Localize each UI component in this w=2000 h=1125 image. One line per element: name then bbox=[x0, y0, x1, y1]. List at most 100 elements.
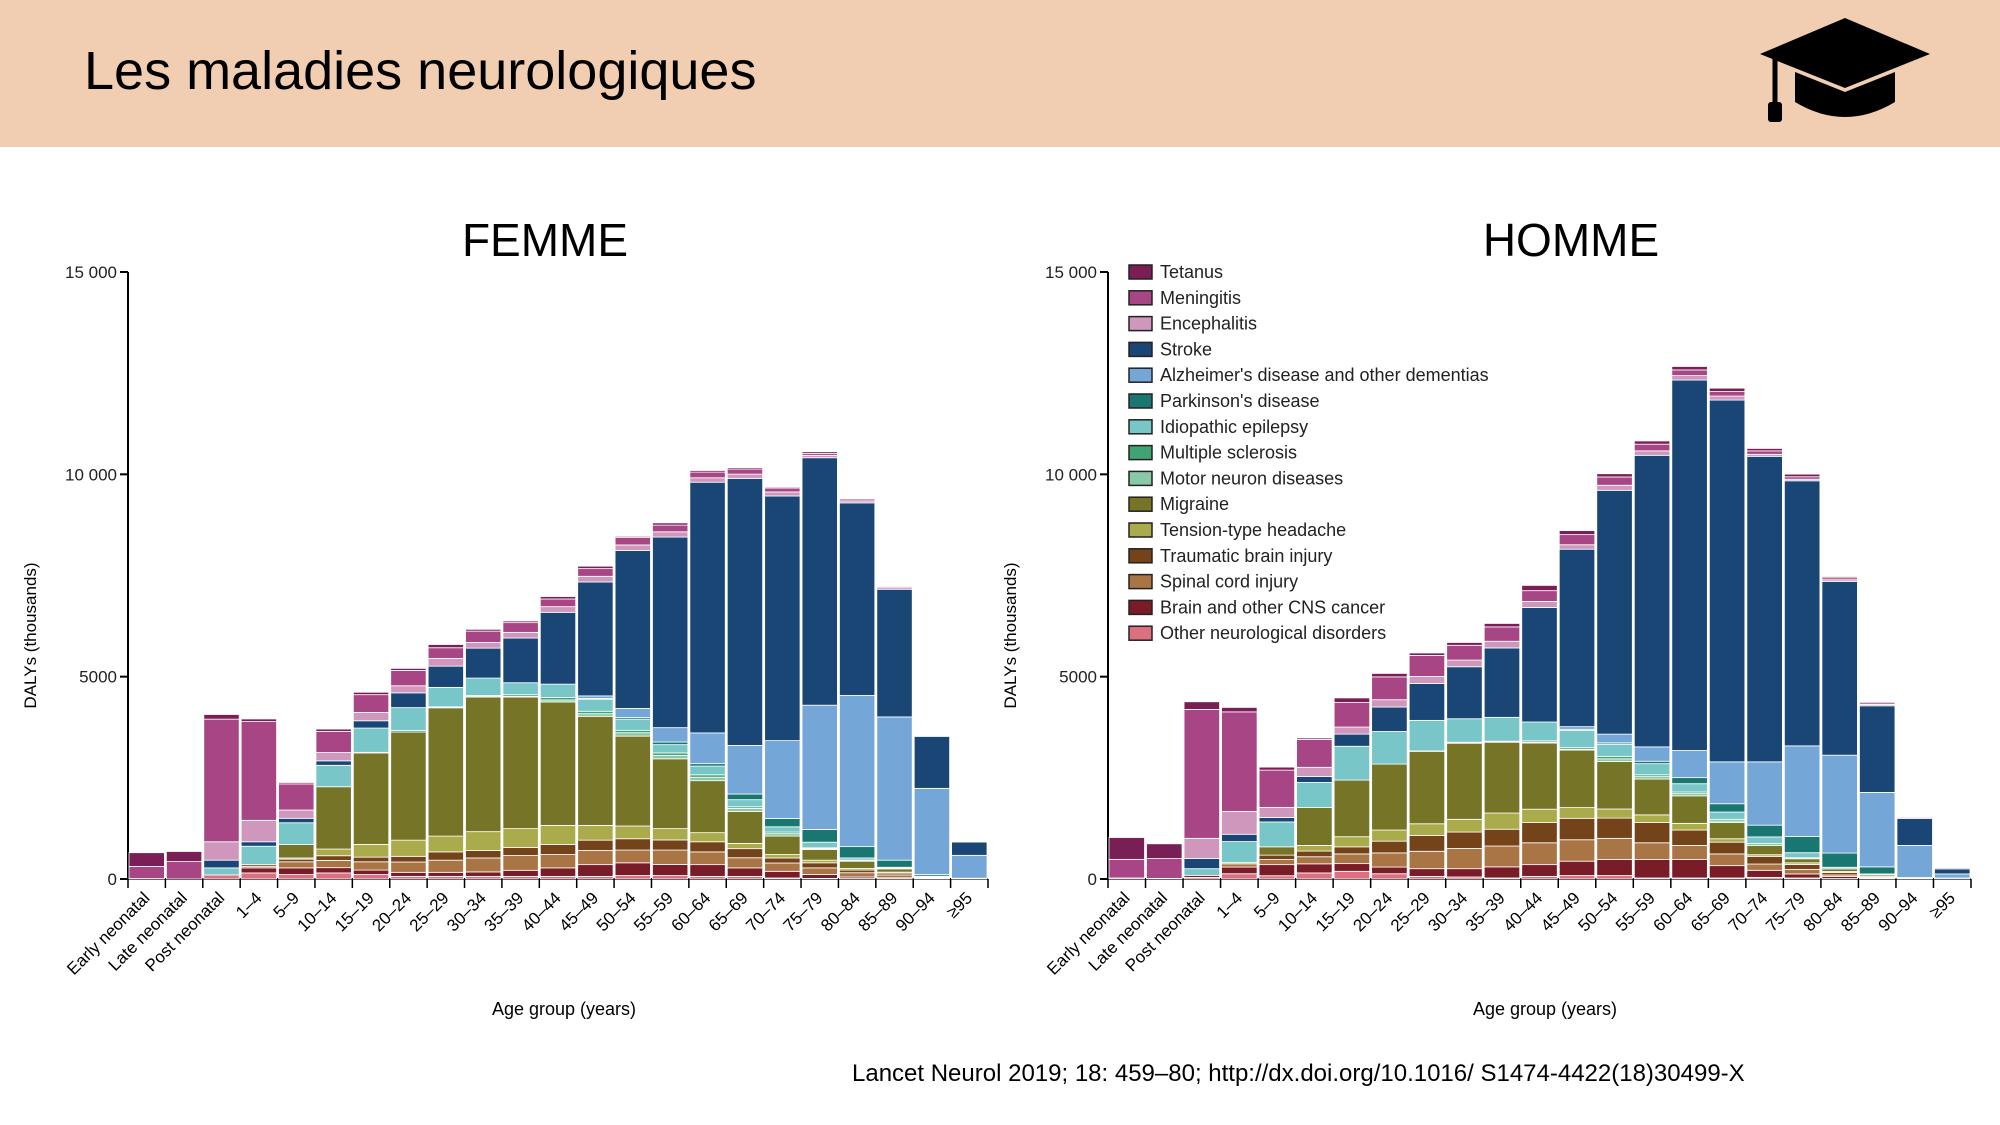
bar-segment-traumatic-brain-injury bbox=[352, 856, 390, 863]
bar-segment-encephalitis bbox=[539, 606, 577, 613]
bar-segment-brain-and-other-cns-cancer bbox=[1221, 866, 1258, 875]
x-tick-label: 25–29 bbox=[1387, 888, 1434, 935]
bar-stack bbox=[278, 782, 315, 880]
bar-segment-alzheimer-s-disease-and-other-dementias bbox=[726, 745, 764, 795]
bar-segment-migraine bbox=[839, 860, 876, 869]
bar-segment-stroke bbox=[1333, 733, 1371, 747]
bar-stack bbox=[128, 852, 165, 880]
bar-segment-tension-type-headache bbox=[1483, 812, 1521, 830]
legend-item: Encephalitis bbox=[1128, 314, 1257, 334]
x-tick-label: 75–79 bbox=[780, 888, 827, 935]
bar-segment-meningitis bbox=[539, 598, 577, 608]
bar-segment-encephalitis bbox=[1333, 726, 1371, 735]
y-axis-label: DALYs (thousands) bbox=[1001, 562, 1020, 708]
bar-segment-spinal-cord-injury bbox=[876, 874, 913, 879]
bar-segment-tension-type-headache bbox=[726, 842, 764, 850]
bar-segment-spinal-cord-injury bbox=[1596, 837, 1633, 860]
bar-segment-tetanus bbox=[1333, 697, 1371, 703]
bar-segment-migraine bbox=[1483, 741, 1521, 814]
legend-item: Traumatic brain injury bbox=[1128, 546, 1332, 566]
bar-segment-alzheimer-s-disease-and-other-dementias bbox=[1633, 746, 1671, 762]
legend-item: Tetanus bbox=[1128, 262, 1223, 282]
bar-segment-migraine bbox=[1596, 761, 1633, 810]
bar-segment-brain-and-other-cns-cancer bbox=[1671, 859, 1708, 879]
bar-segment-migraine bbox=[652, 758, 689, 830]
x-tick-label: 45–49 bbox=[1537, 888, 1584, 935]
bar-segment-stroke bbox=[577, 581, 614, 697]
bar-segment-idiopathic-epilepsy bbox=[577, 699, 614, 712]
bar-segment-encephalitis bbox=[726, 473, 764, 479]
bar-segment-meningitis bbox=[1671, 369, 1708, 376]
bar-segment-idiopathic-epilepsy bbox=[1333, 745, 1371, 781]
bar-segment-brain-and-other-cns-cancer bbox=[278, 867, 315, 875]
bar-segment-meningitis bbox=[390, 669, 427, 687]
bar-segment-brain-and-other-cns-cancer bbox=[764, 870, 801, 879]
bar-segment-brain-and-other-cns-cancer bbox=[352, 869, 390, 875]
bar-stack bbox=[913, 734, 951, 880]
bar-segment-tetanus bbox=[465, 628, 502, 632]
bar-segment-traumatic-brain-injury bbox=[577, 839, 614, 851]
bar-segment-traumatic-brain-injury bbox=[1708, 841, 1746, 855]
bar-segment-spinal-cord-injury bbox=[352, 861, 390, 871]
bar-segment-idiopathic-epilepsy bbox=[1408, 719, 1446, 752]
bar-segment-encephalitis bbox=[1296, 766, 1333, 777]
bar-stack bbox=[1558, 530, 1596, 880]
bar-segment-other-neurological-disorders bbox=[203, 874, 240, 880]
bar-segment-tetanus bbox=[1783, 473, 1821, 478]
bar-segment-idiopathic-epilepsy bbox=[1521, 721, 1558, 742]
bar-segment-traumatic-brain-injury bbox=[689, 841, 726, 853]
bar-segment-brain-and-other-cns-cancer bbox=[1408, 868, 1446, 877]
bar-segment-traumatic-brain-injury bbox=[1446, 831, 1483, 849]
bar-segment-other-neurological-disorders bbox=[1258, 875, 1296, 880]
bar-stack bbox=[577, 565, 614, 880]
bar-segment-stroke bbox=[951, 841, 988, 856]
bar-segment-stroke bbox=[315, 760, 352, 766]
bar-segment-idiopathic-epilepsy bbox=[1783, 852, 1821, 859]
bar-segment-tetanus bbox=[1446, 642, 1483, 646]
bar-segment-alzheimer-s-disease-and-other-dementias bbox=[1708, 761, 1746, 805]
bar-segment-idiopathic-epilepsy bbox=[278, 822, 315, 846]
x-tick-label: 80–84 bbox=[817, 888, 864, 935]
bar-segment-migraine bbox=[801, 849, 838, 861]
bar-segment-traumatic-brain-injury bbox=[1258, 854, 1296, 860]
bar-segment-brain-and-other-cns-cancer bbox=[240, 867, 277, 874]
bar-segment-tension-type-headache bbox=[1446, 818, 1483, 833]
bar-segment-tetanus bbox=[1146, 843, 1183, 859]
bar-segment-brain-and-other-cns-cancer bbox=[726, 867, 764, 877]
x-axis-label: Age group (years) bbox=[1473, 999, 1617, 1019]
bar-stack bbox=[1183, 701, 1220, 880]
bar-segment-other-neurological-disorders bbox=[1333, 870, 1371, 880]
x-tick-label: 90–94 bbox=[1875, 888, 1922, 935]
bar-segment-brain-and-other-cns-cancer bbox=[1371, 866, 1408, 875]
bar-segment-tension-type-headache bbox=[352, 844, 390, 858]
bar-segment-idiopathic-epilepsy bbox=[1633, 763, 1671, 776]
bar-segment-idiopathic-epilepsy bbox=[652, 744, 689, 754]
bar-segment-alzheimer-s-disease-and-other-dementias bbox=[951, 854, 988, 879]
legend-label: Multiple sclerosis bbox=[1160, 443, 1297, 463]
bar-segment-tension-type-headache bbox=[1708, 838, 1746, 843]
bar-segment-tension-type-headache bbox=[1633, 814, 1671, 823]
bar-segment-parkinson-s-disease bbox=[764, 818, 801, 828]
legend-item: Brain and other CNS cancer bbox=[1128, 597, 1385, 617]
bar-segment-spinal-cord-injury bbox=[1333, 853, 1371, 865]
bar-segment-traumatic-brain-injury bbox=[764, 857, 801, 864]
bar-segment-traumatic-brain-injury bbox=[539, 844, 577, 855]
x-tick-label: 1–4 bbox=[1213, 888, 1246, 921]
bar-segment-tension-type-headache bbox=[1371, 829, 1408, 842]
y-tick-label: 15 000 bbox=[1045, 263, 1097, 282]
bar-segment-stroke bbox=[1671, 379, 1708, 751]
bar-segment-idiopathic-epilepsy bbox=[801, 841, 838, 849]
bar-segment-stroke bbox=[764, 495, 801, 742]
bar-stack bbox=[1671, 366, 1708, 880]
bar-segment-spinal-cord-injury bbox=[801, 867, 838, 875]
bar-segment-stroke bbox=[203, 859, 240, 869]
bar-segment-migraine bbox=[726, 811, 764, 844]
bar-segment-migraine bbox=[502, 696, 539, 830]
bar-segment-tetanus bbox=[1558, 530, 1596, 536]
bar-segment-traumatic-brain-injury bbox=[614, 838, 651, 851]
bar-segment-alzheimer-s-disease-and-other-dementias bbox=[1596, 733, 1633, 744]
bar-segment-idiopathic-epilepsy bbox=[614, 718, 651, 731]
bar-segment-alzheimer-s-disease-and-other-dementias bbox=[839, 695, 876, 848]
legend-swatch bbox=[1128, 444, 1153, 461]
